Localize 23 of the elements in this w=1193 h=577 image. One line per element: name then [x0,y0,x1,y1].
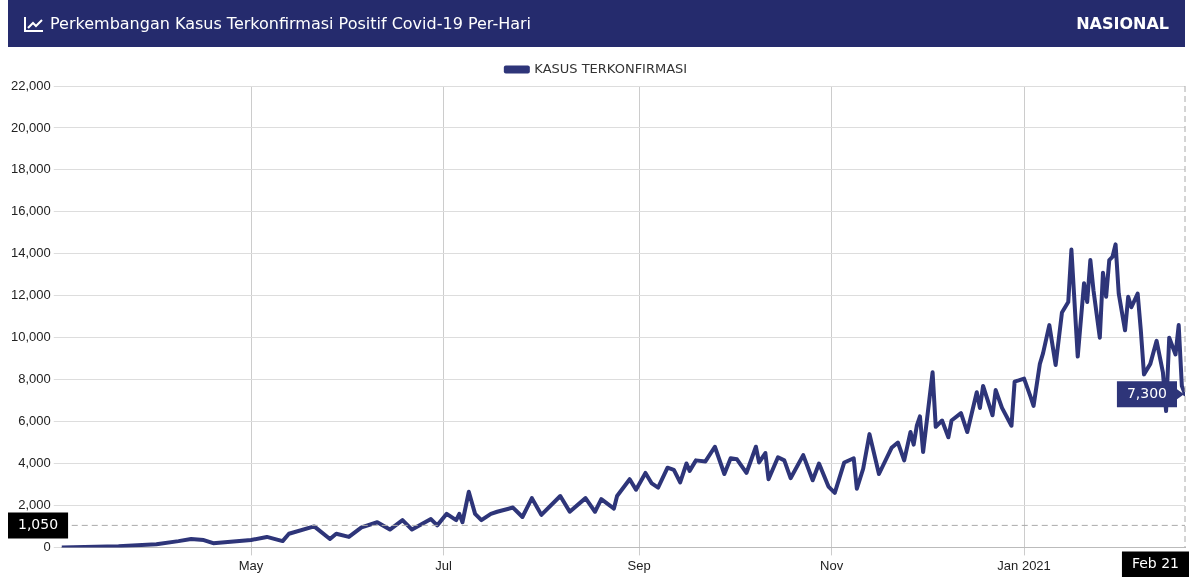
y-tick-label: 14,000 [11,245,51,261]
y-tick-label: 20,000 [11,119,51,135]
y-tick-label: 0 [43,538,51,554]
y-tick-label: 4,000 [18,455,51,471]
y-tick-label: 6,000 [18,413,51,429]
x-tick-label: Jan 2021 [997,557,1051,573]
y-tick-label: 22,000 [11,77,51,93]
y-tick-label: 18,000 [11,161,51,177]
y-tick-label: 2,000 [18,497,51,513]
chart-subtitle: NASIONAL [1076,14,1169,33]
x-tick-label: Jul [435,557,452,573]
x-tick-label: Nov [820,557,844,573]
ref-line-label: Feb 21 [1131,555,1180,572]
y-tick-label: 10,000 [11,329,51,345]
x-tick-label: May [238,557,264,573]
y-tick-label: 12,000 [11,287,51,303]
legend-label: KASUS TERKONFIRMASI [534,60,688,76]
y-tick-label: 8,000 [18,371,51,387]
annotation: 7,300 [1126,384,1168,401]
x-tick-label: Sep [627,557,651,573]
chart-title: Perkembangan Kasus Terkonfirmasi Positif Covid-19 Per-Hari [50,14,532,33]
ref-line-label: 1,050 [17,516,59,533]
y-tick-label: 16,000 [11,203,51,219]
